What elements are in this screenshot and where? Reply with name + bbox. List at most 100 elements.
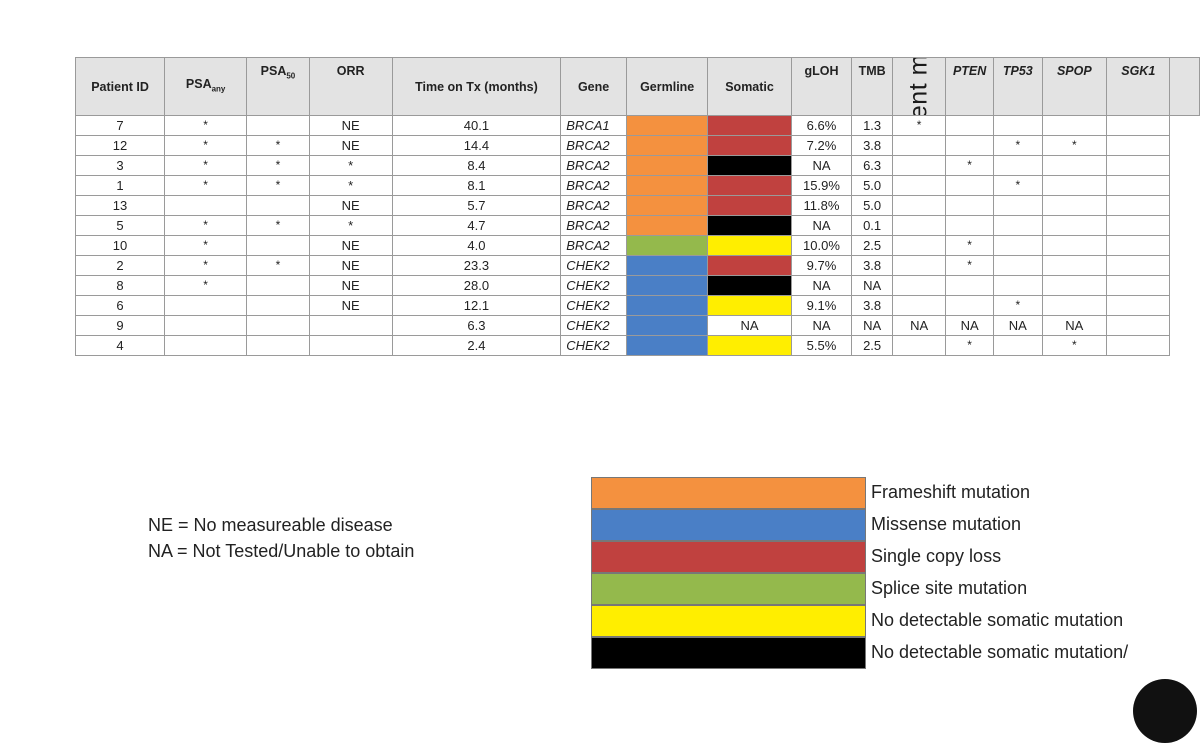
header-tmb: TMB	[851, 57, 893, 116]
legend-label: Single copy loss	[871, 546, 1002, 566]
gene-cell: BRCA2	[560, 195, 627, 216]
orr-cell: NE	[308, 235, 393, 256]
legend-label: No detectable somatic mutation/	[871, 642, 1129, 662]
somatic-cell	[707, 255, 792, 276]
sgk1-cell-value: NA	[1065, 318, 1084, 333]
patient-id-cell-value: 2	[116, 258, 124, 273]
time-on-tx-cell-value: 8.1	[467, 178, 486, 193]
sgk1-cell	[1041, 195, 1108, 216]
sgk1-cell	[1041, 115, 1108, 136]
clipped-cell	[1106, 335, 1171, 356]
psa-any-cell-value: *	[203, 258, 208, 272]
sgk1-cell: NA	[1041, 315, 1108, 336]
tmb-cell: 5.0	[851, 175, 893, 196]
spop-cell	[992, 335, 1043, 356]
legend-label: Missense mutation	[871, 514, 1022, 534]
pten-cell	[891, 335, 947, 356]
gloh-cell: NA	[790, 275, 853, 296]
psa50-cell: *	[246, 175, 310, 196]
gloh-cell-value: 6.6%	[806, 118, 837, 133]
gene-cell-value: BRCA1	[566, 118, 610, 133]
pten-cell: *	[891, 115, 947, 136]
gene-cell-value: BRCA2	[566, 138, 610, 153]
orr-cell-value: NE	[341, 138, 360, 153]
orr-cell: NE	[308, 195, 393, 216]
psa-any-cell	[164, 315, 248, 336]
psa50-cell-value: *	[275, 178, 281, 192]
orr-cell-value: NE	[341, 198, 360, 213]
time-on-tx-cell: 28.0	[391, 275, 562, 296]
gene-cell-value: BRCA2	[566, 158, 610, 173]
pten-cell	[891, 195, 947, 216]
patient-id-cell-value: 10	[112, 238, 128, 253]
somatic-cell	[707, 215, 792, 236]
sgk1-cell	[1041, 235, 1108, 256]
header-psa50-label: PSA	[260, 64, 287, 78]
psa50-cell	[246, 275, 310, 296]
legend-label: No detectable somatic mutation	[871, 610, 1124, 630]
header-time-on-tx: Time on Tx (months)	[391, 57, 562, 116]
tp53-cell	[945, 295, 994, 316]
tp53-cell	[945, 215, 994, 236]
header-psa50: PSA50	[246, 57, 310, 116]
patient-id-cell: 4	[74, 335, 166, 356]
germline-cell	[625, 315, 709, 336]
gloh-cell-value: NA	[812, 278, 831, 293]
psa-any-cell: *	[164, 215, 248, 236]
gene-cell: CHEK2	[560, 315, 627, 336]
gloh-cell-value: NA	[812, 218, 831, 233]
gene-cell-value: CHEK2	[566, 278, 610, 293]
abbreviation-notes: NE = No measureable disease NA = Not Tes…	[148, 512, 414, 564]
patient-id-cell-value: 3	[116, 158, 124, 173]
concurrent-mutations-label: Concurrent mutations	[905, 59, 934, 115]
spop-cell-value: *	[1015, 178, 1021, 192]
sgk1-cell: *	[1041, 335, 1108, 356]
orr-cell: *	[308, 175, 393, 196]
patient-id-cell: 6	[74, 295, 166, 316]
somatic-cell	[707, 295, 792, 316]
corner-circle	[1133, 679, 1197, 743]
clipped-cell	[1106, 175, 1171, 196]
table-row: 7 * NE 40.1 BRCA1 6.6% 1.3 *	[74, 115, 1200, 136]
clipped-cell	[1106, 115, 1171, 136]
germline-cell	[625, 155, 709, 176]
table-row: 2 * * NE 23.3 CHEK2 9.7% 3.8 *	[74, 255, 1200, 276]
tp53-cell	[945, 175, 994, 196]
patient-id-cell: 12	[74, 135, 166, 156]
time-on-tx-cell: 8.4	[391, 155, 562, 176]
germline-cell	[625, 235, 709, 256]
germline-cell	[625, 135, 709, 156]
header-spop: SPOP	[1041, 57, 1108, 116]
patient-id-cell-value: 9	[116, 318, 124, 333]
gloh-cell: 9.7%	[790, 255, 853, 276]
legend-swatch	[591, 573, 866, 605]
header-patient-id: Patient ID	[74, 57, 166, 116]
tmb-cell-value: 3.8	[863, 298, 882, 313]
gene-cell: BRCA2	[560, 155, 627, 176]
clipped-cell	[1106, 255, 1171, 276]
header-germline: Germline	[625, 57, 709, 116]
header-psa-any: PSAany	[164, 57, 248, 116]
somatic-cell	[707, 115, 792, 136]
psa-any-cell-value: *	[203, 238, 208, 252]
orr-cell: *	[308, 155, 393, 176]
header-clipped	[1169, 57, 1200, 116]
gene-cell-value: BRCA2	[566, 178, 610, 193]
tp53-cell	[945, 275, 994, 296]
psa50-cell	[246, 335, 310, 356]
tmb-cell-value: 5.0	[863, 198, 882, 213]
header-gene: Gene	[560, 57, 627, 116]
pten-cell-value: NA	[910, 318, 929, 333]
germline-cell	[625, 195, 709, 216]
spop-cell: *	[992, 175, 1043, 196]
gene-cell: BRCA2	[560, 235, 627, 256]
time-on-tx-cell-value: 14.4	[463, 138, 490, 153]
pten-cell	[891, 255, 947, 276]
gloh-cell: 7.2%	[790, 135, 853, 156]
time-on-tx-cell: 4.7	[391, 215, 562, 236]
table-row: 13 NE 5.7 BRCA2 11.8% 5.0	[74, 195, 1200, 216]
concurrent-mutations-header: Concurrent mutations	[891, 57, 947, 116]
clipped-cell	[1106, 235, 1171, 256]
spop-cell	[992, 215, 1043, 236]
gene-cell: CHEK2	[560, 295, 627, 316]
